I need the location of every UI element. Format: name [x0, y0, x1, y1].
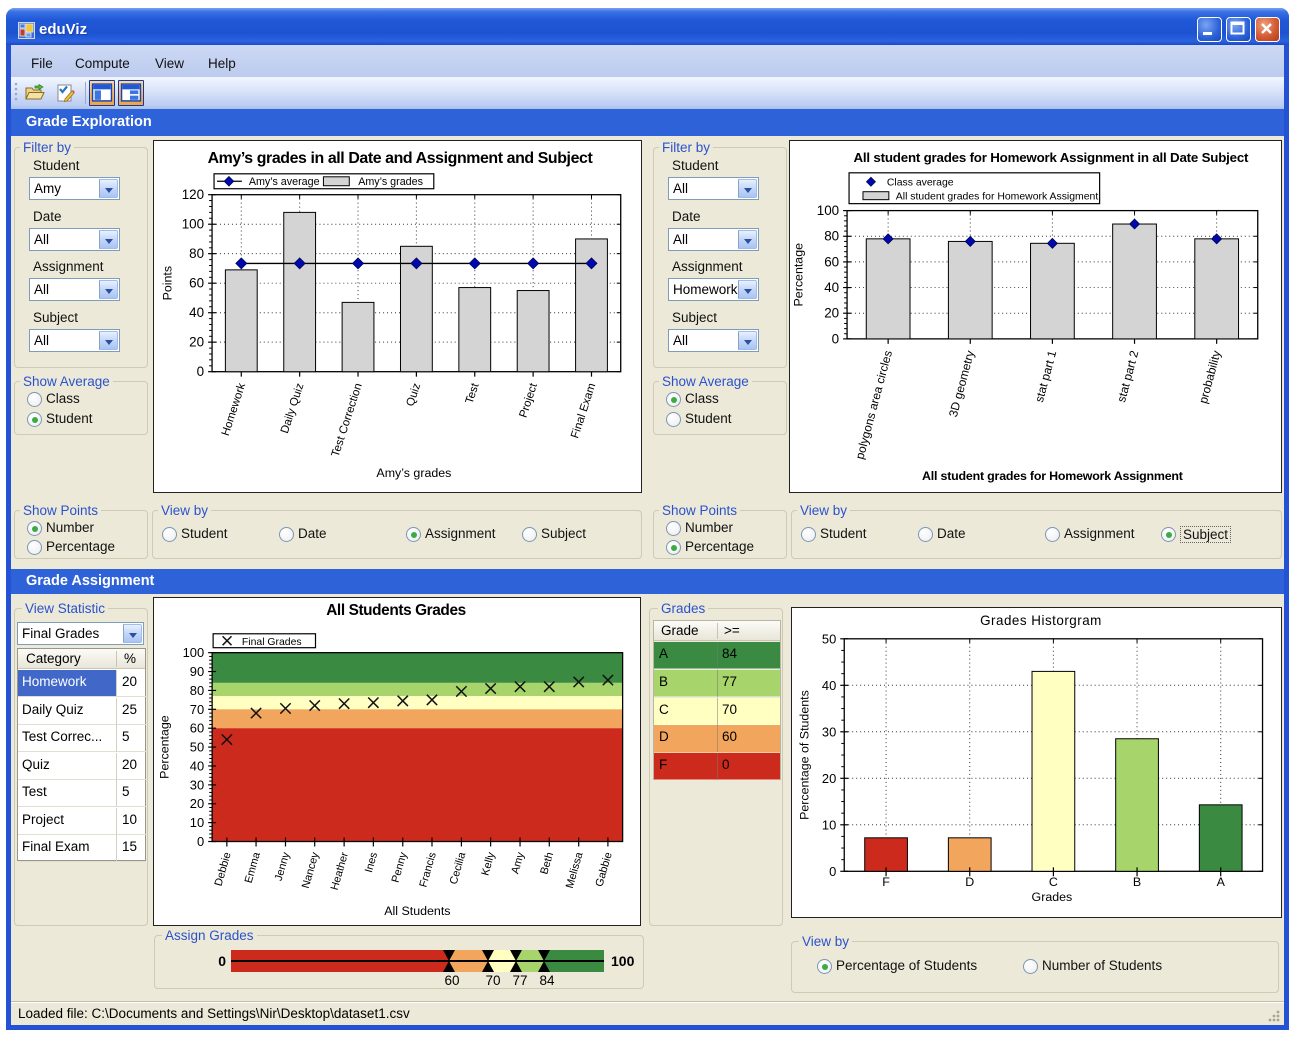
svg-text:80: 80	[190, 683, 204, 698]
svg-text:Amy’s grades: Amy’s grades	[376, 466, 451, 480]
svg-text:Emma: Emma	[243, 850, 263, 885]
svg-text:80: 80	[824, 229, 839, 244]
svg-text:Amy’s average: Amy’s average	[249, 176, 320, 188]
svg-text:50: 50	[822, 631, 836, 646]
svg-text:10: 10	[822, 817, 836, 832]
svg-text:0: 0	[832, 331, 839, 346]
svg-text:Daily Quiz: Daily Quiz	[279, 382, 307, 435]
svg-text:90: 90	[190, 664, 204, 679]
svg-text:30: 30	[190, 777, 204, 792]
svg-text:Ines: Ines	[363, 850, 380, 874]
svg-text:Melissa: Melissa	[564, 850, 586, 890]
svg-text:A: A	[1217, 875, 1226, 889]
svg-text:Jenny: Jenny	[273, 850, 293, 882]
svg-text:Grades: Grades	[1032, 890, 1073, 904]
svg-text:60: 60	[190, 721, 204, 736]
svg-text:30: 30	[822, 724, 836, 739]
svg-text:D: D	[965, 875, 974, 889]
svg-text:10: 10	[190, 815, 204, 830]
svg-text:0: 0	[218, 953, 226, 969]
svg-text:20: 20	[824, 306, 839, 321]
svg-text:0: 0	[197, 834, 204, 849]
svg-text:stat part 2: stat part 2	[1114, 349, 1141, 404]
svg-text:Test Correction: Test Correction	[330, 382, 365, 459]
svg-text:Beth: Beth	[538, 851, 556, 876]
svg-text:40: 40	[824, 280, 839, 295]
svg-text:84: 84	[539, 973, 555, 988]
svg-text:Points: Points	[160, 266, 174, 300]
svg-text:C: C	[1049, 875, 1058, 889]
svg-text:20: 20	[822, 771, 836, 786]
svg-text:Penny: Penny	[390, 850, 410, 884]
svg-text:Project: Project	[518, 381, 541, 419]
svg-text:Grades Historgram: Grades Historgram	[980, 613, 1102, 628]
svg-text:All student grades for Homewor: All student grades for Homework Assignme…	[922, 469, 1183, 483]
svg-text:Heather: Heather	[329, 851, 351, 892]
svg-text:3D geometry: 3D geometry	[946, 349, 977, 419]
svg-text:100: 100	[817, 203, 839, 218]
svg-text:Amy’s grades in all Date and A: Amy’s grades in all Date and Assignment …	[208, 150, 594, 167]
svg-text:Amy’s grades: Amy’s grades	[358, 176, 423, 188]
svg-text:probability: probability	[1196, 349, 1224, 405]
svg-text:All Students Grades: All Students Grades	[326, 602, 466, 619]
svg-text:100: 100	[183, 645, 205, 660]
svg-text:Debbie: Debbie	[213, 851, 234, 888]
svg-text:Quiz: Quiz	[405, 382, 424, 408]
svg-text:All student grades for Homew: All student grades for Homework Assigmen…	[896, 192, 1099, 203]
svg-text:80: 80	[189, 246, 204, 261]
svg-text:0: 0	[829, 864, 836, 879]
svg-text:40: 40	[189, 305, 204, 320]
svg-text:Francis: Francis	[417, 850, 439, 888]
svg-text:20: 20	[190, 796, 204, 811]
svg-text:100: 100	[182, 217, 204, 232]
svg-text:100: 100	[611, 953, 635, 969]
svg-text:Percentage: Percentage	[157, 715, 171, 779]
svg-text:20: 20	[189, 335, 204, 350]
svg-text:stat part 1: stat part 1	[1032, 349, 1059, 404]
svg-text:polygons area circles: polygons area circles	[853, 349, 896, 461]
svg-text:60: 60	[824, 254, 839, 269]
svg-text:Final Grades: Final Grades	[242, 637, 302, 648]
svg-text:Test: Test	[464, 381, 482, 405]
svg-text:Kelly: Kelly	[479, 850, 497, 877]
svg-text:Percentage of Students: Percentage of Students	[797, 690, 811, 820]
svg-text:All student grades for Homewor: All student grades for Homework Assignme…	[854, 150, 1250, 165]
svg-text:60: 60	[444, 973, 459, 988]
svg-text:Cecilia: Cecilia	[448, 850, 469, 886]
svg-text:Final Exam: Final Exam	[569, 382, 598, 440]
svg-text:Nancey: Nancey	[300, 850, 322, 889]
svg-text:Amy: Amy	[509, 850, 527, 875]
svg-text:Gabbie: Gabbie	[594, 851, 615, 888]
svg-text:40: 40	[822, 678, 836, 693]
svg-text:77: 77	[512, 973, 527, 988]
svg-text:Percentage: Percentage	[791, 243, 805, 307]
svg-text:70: 70	[190, 702, 204, 717]
svg-text:F: F	[882, 875, 890, 889]
svg-text:70: 70	[485, 973, 500, 988]
svg-text:B: B	[1133, 875, 1141, 889]
svg-text:50: 50	[190, 740, 204, 755]
svg-text:60: 60	[189, 276, 204, 291]
svg-text:Homework: Homework	[220, 382, 248, 438]
svg-text:Class average: Class average	[887, 178, 954, 189]
svg-text:0: 0	[197, 364, 204, 379]
svg-text:All Students: All Students	[384, 904, 450, 918]
svg-text:40: 40	[190, 758, 204, 773]
svg-text:120: 120	[182, 187, 204, 202]
